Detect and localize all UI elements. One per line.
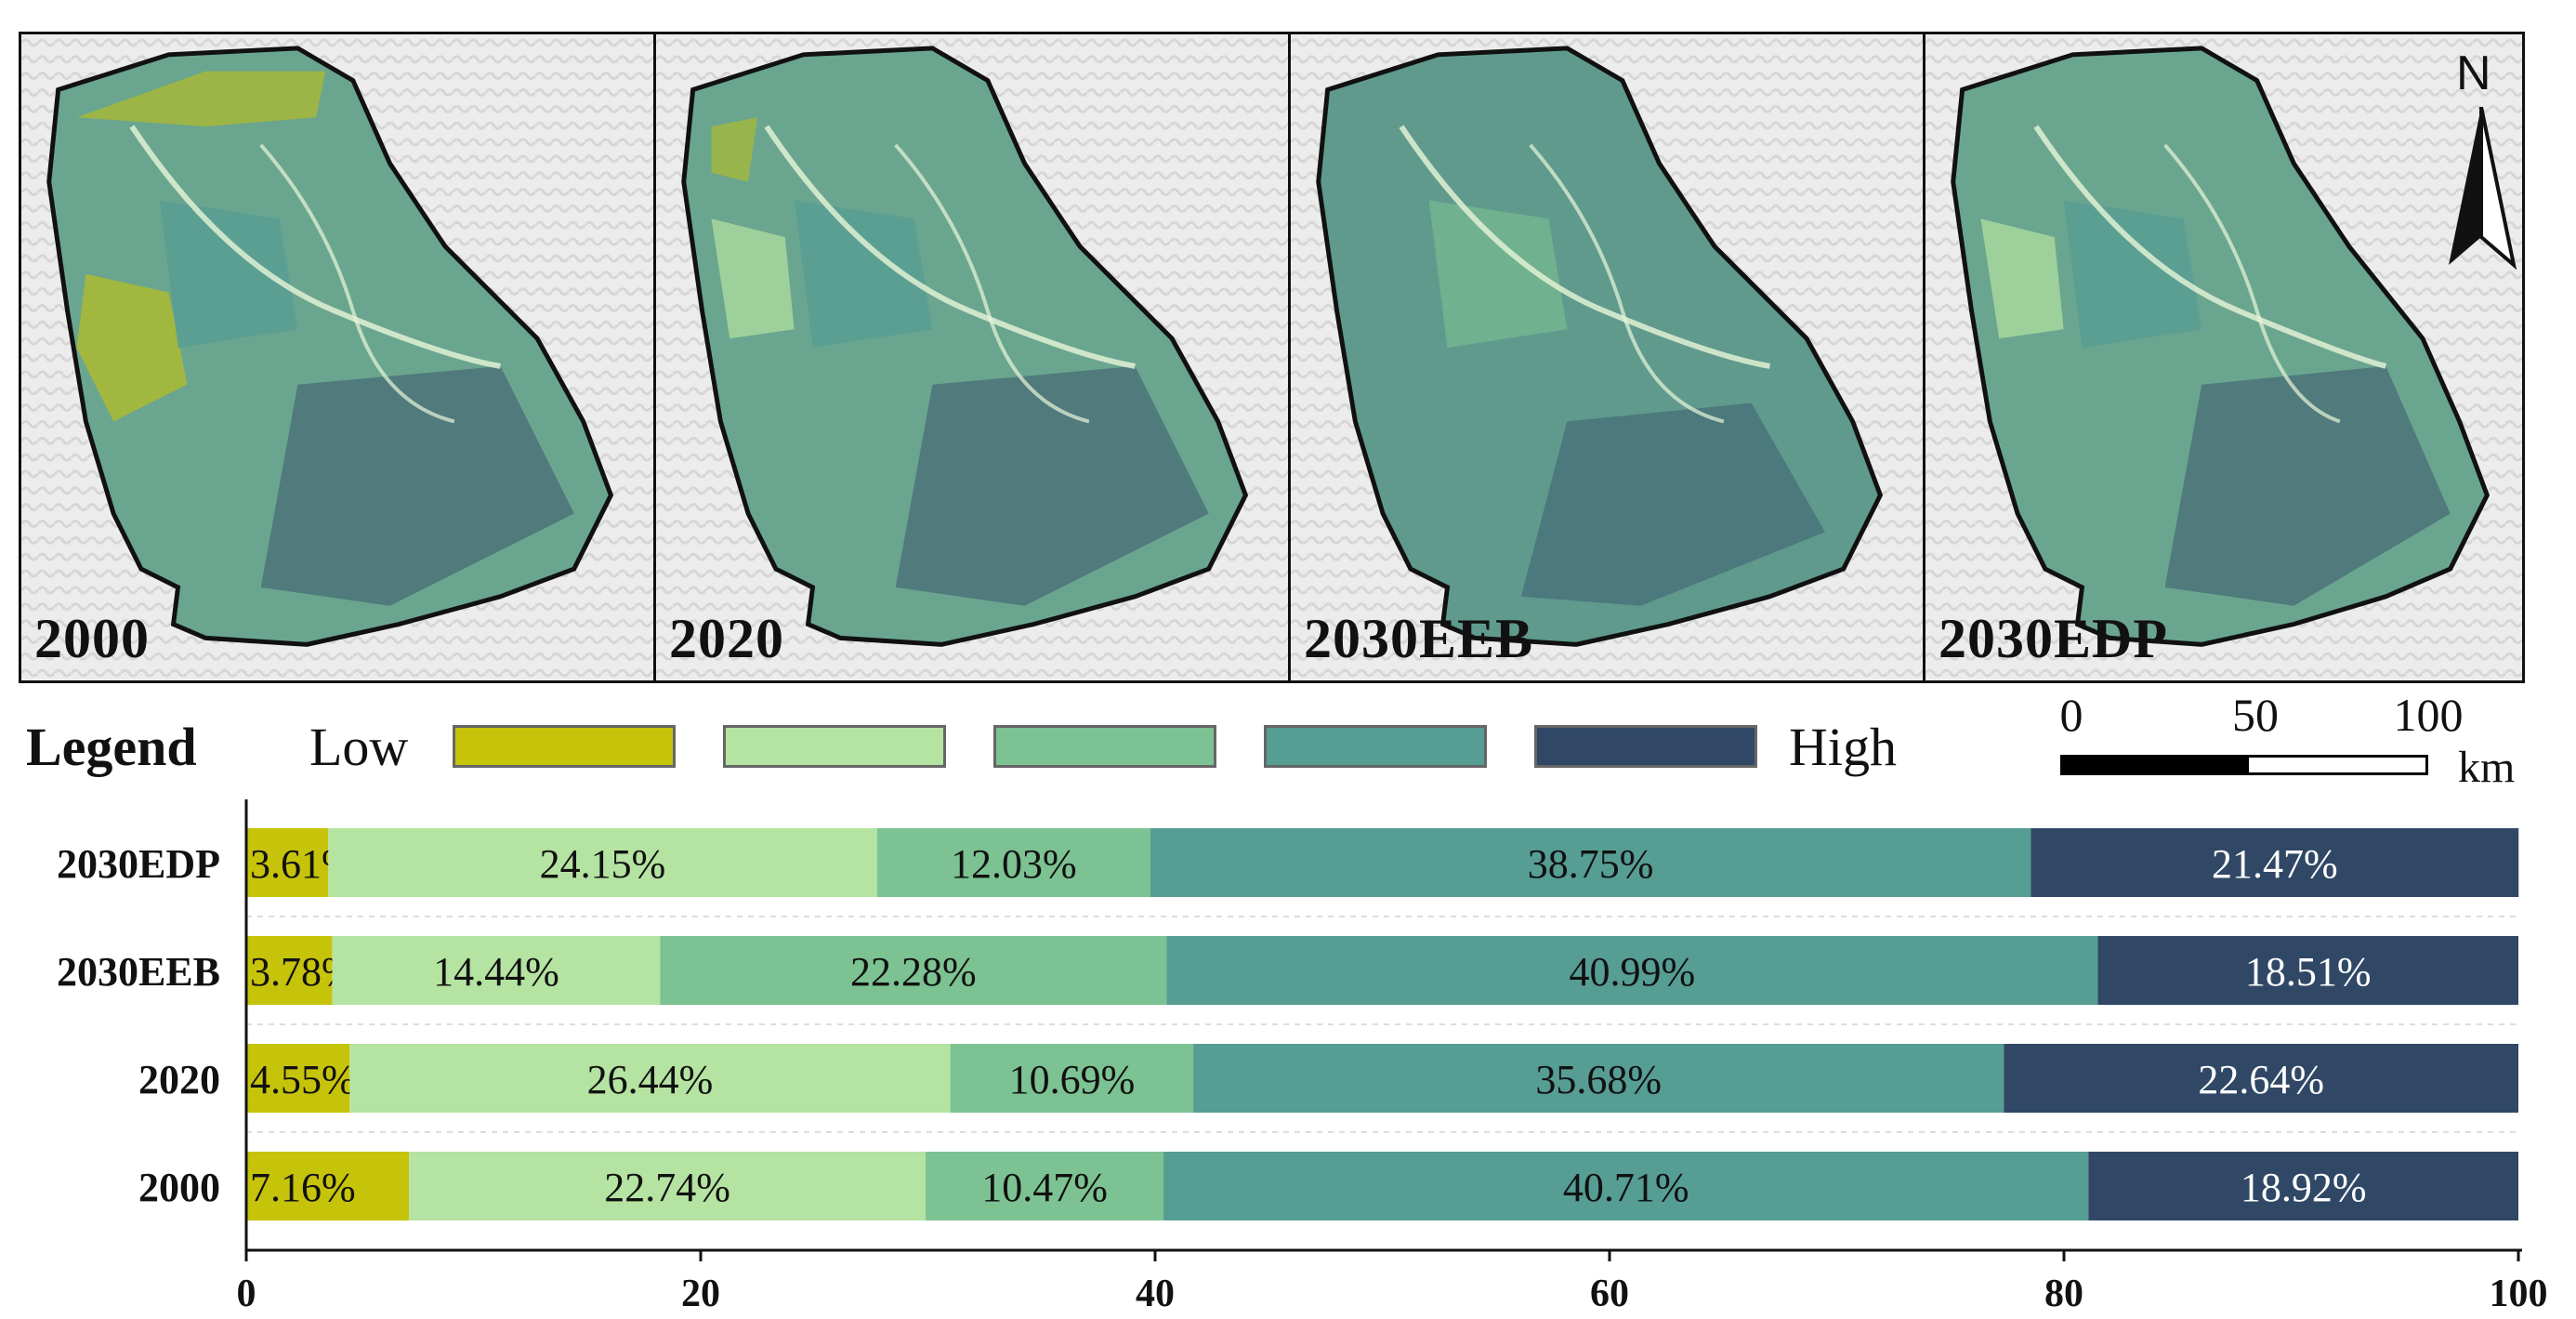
data-label: 40.99% (1569, 949, 1695, 995)
data-label: 26.44% (587, 1057, 714, 1102)
map-panel-2020: 2020 (653, 32, 1291, 683)
bar-segment (660, 936, 1167, 1005)
map-graphic (1291, 34, 1923, 680)
bar-segment (2097, 936, 2518, 1005)
scale-tick: 50 (2232, 689, 2279, 741)
bar-segment (246, 828, 329, 897)
map-panel-2000: 2000 (19, 32, 656, 683)
region-outline (681, 46, 1249, 647)
bar-segment (246, 1044, 350, 1113)
bar-segment (1163, 1152, 2089, 1220)
bar-segment (950, 1044, 1194, 1113)
bar-segment (2031, 828, 2519, 897)
data-label: 7.16% (250, 1165, 356, 1210)
north-arrow: N (2439, 46, 2523, 270)
map-graphic (656, 34, 1288, 680)
panel-label: 2000 (34, 608, 150, 669)
x-tick-label: 0 (237, 1273, 256, 1314)
bar-segment (876, 828, 1150, 897)
north-arrow-icon (2449, 107, 2517, 270)
region-outline (46, 46, 614, 647)
north-label: N (2456, 46, 2491, 100)
legend-row: Legend Low High 0 50 100 km (0, 688, 2576, 792)
x-tick-label: 60 (1590, 1273, 1629, 1314)
legend-swatch-1 (453, 725, 676, 768)
legend-swatch-3 (993, 725, 1216, 768)
category-label: 2000 (138, 1165, 220, 1210)
bar-segment (1166, 936, 2098, 1005)
panel-label: 2020 (669, 608, 784, 669)
stacked-bar-chart: 2030EDP 3.61% 24.15% 12.03% 38.75% 21.47% 2030… (0, 790, 2576, 1315)
bar-segment (332, 936, 661, 1005)
maps-row: 2000 2020 2030EEB (19, 32, 2525, 683)
data-label: 4.55% (250, 1057, 356, 1102)
bar-segment (349, 1044, 951, 1113)
category-label: 2030EEB (57, 949, 220, 995)
region-outline (1316, 46, 1884, 647)
panel-label: 2030EDP (1939, 608, 2168, 669)
bar-segment (1193, 1044, 2004, 1113)
bar-segment (2088, 1152, 2518, 1220)
map-panel-2030edp: 2030EDP (1923, 32, 2525, 683)
bar-segment (328, 828, 877, 897)
data-label: 21.47% (2212, 841, 2338, 887)
x-tick-label: 20 (681, 1273, 720, 1314)
legend-swatch-5 (1534, 725, 1757, 768)
data-label: 35.68% (1535, 1057, 1662, 1102)
data-label: 18.51% (2245, 949, 2372, 995)
x-tick-label: 80 (2044, 1273, 2083, 1314)
data-label: 10.47% (981, 1165, 1108, 1210)
legend-swatch-4 (1264, 725, 1487, 768)
map-panel-2030eeb: 2030EEB (1288, 32, 1925, 683)
data-label: 22.28% (850, 949, 977, 995)
legend-low-label: Low (309, 717, 409, 777)
bar-segment (409, 1152, 927, 1220)
scale-tick: 0 (2059, 689, 2083, 741)
data-label: 18.92% (2241, 1165, 2367, 1210)
scale-bar-black-segment (2060, 755, 2246, 775)
map-graphic (1925, 34, 2522, 680)
bar-segment (1150, 828, 2031, 897)
data-label: 22.74% (604, 1165, 730, 1210)
map-graphic (21, 34, 653, 680)
x-tick-label: 40 (1136, 1273, 1175, 1314)
scale-unit: km (2458, 743, 2516, 792)
chart-svg: 2030EDP 3.61% 24.15% 12.03% 38.75% 21.47%2030… (57, 799, 2548, 1315)
data-label: 22.64% (2198, 1057, 2324, 1102)
panel-label: 2030EEB (1304, 608, 1534, 669)
scale-bar: 0 50 100 km (2058, 688, 2516, 792)
data-label: 40.71% (1563, 1165, 1689, 1210)
scale-tick: 100 (2393, 689, 2464, 741)
bar-segment (2004, 1044, 2518, 1113)
legend-swatch-2 (723, 725, 946, 768)
data-label: 38.75% (1528, 841, 1654, 887)
category-label: 2030EDP (57, 841, 220, 887)
bar-segment (246, 936, 333, 1005)
data-label: 10.69% (1009, 1057, 1136, 1102)
scale-bar-white-segment (2246, 755, 2428, 775)
x-tick-label: 100 (2490, 1273, 2548, 1314)
legend-title: Legend (26, 717, 197, 777)
category-label: 2020 (138, 1057, 220, 1102)
data-label: 24.15% (540, 841, 666, 887)
data-label: 12.03% (951, 841, 1077, 887)
bar-segment (246, 1152, 410, 1220)
legend-high-label: High (1789, 717, 1897, 777)
data-label: 14.44% (433, 949, 559, 995)
bar-segment (926, 1152, 1164, 1220)
